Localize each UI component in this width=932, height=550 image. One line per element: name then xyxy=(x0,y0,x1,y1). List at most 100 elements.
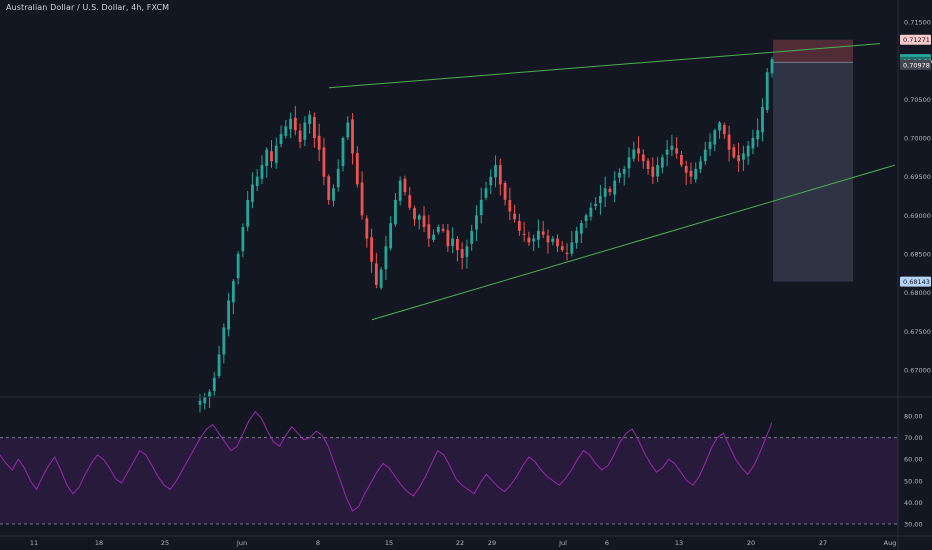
candle-body xyxy=(398,180,402,201)
candle-body xyxy=(403,178,407,193)
candle-body xyxy=(656,165,659,177)
candle-body xyxy=(751,138,755,149)
candle-body xyxy=(570,242,574,254)
candle-body xyxy=(722,125,726,135)
candle-body xyxy=(408,195,412,208)
candle-body xyxy=(565,252,569,254)
take-profit-zone xyxy=(773,62,853,282)
price-tick-label: 0.70500 xyxy=(904,96,931,104)
candle-body xyxy=(313,117,316,138)
candle-body xyxy=(532,238,536,242)
candle-body xyxy=(575,230,578,243)
stop-loss-zone xyxy=(773,39,853,63)
price-tag-target-label: 0.68143 xyxy=(903,278,930,286)
candle-body xyxy=(680,155,683,166)
candle-body xyxy=(641,154,645,162)
candle-body xyxy=(355,152,359,185)
rsi-line xyxy=(0,410,773,512)
candle-body xyxy=(427,224,431,239)
candle-body xyxy=(579,223,583,234)
time-tick-label: 8 xyxy=(316,539,320,547)
candle-body xyxy=(527,237,531,243)
candle-body xyxy=(484,188,488,198)
candle-body xyxy=(456,239,459,251)
candle-body xyxy=(217,354,221,376)
price-tag-stop xyxy=(900,34,931,45)
candle-body xyxy=(327,176,331,200)
price-tick-label: 0.68500 xyxy=(904,251,931,259)
candle-body xyxy=(637,148,640,154)
candle-body xyxy=(241,226,245,252)
candle-body xyxy=(293,117,297,131)
price-tick-label: 0.71500 xyxy=(904,19,931,27)
candle-body xyxy=(632,149,636,159)
candle-body xyxy=(236,254,240,279)
candle-body xyxy=(422,215,426,227)
price-tick-label: 0.68000 xyxy=(904,289,931,297)
rsi-tick-label: 60.00 xyxy=(904,456,923,464)
rsi-tick-label: 50.00 xyxy=(904,477,923,485)
rsi-band xyxy=(0,437,898,524)
candle-body xyxy=(360,182,364,216)
candle-body xyxy=(413,208,416,220)
candle-body xyxy=(227,300,230,330)
time-tick-label: 20 xyxy=(747,539,755,547)
candle-body xyxy=(670,145,674,150)
candle-body xyxy=(317,135,321,150)
candle-body xyxy=(713,130,717,145)
candle-body xyxy=(365,218,369,239)
candle-body xyxy=(594,203,598,207)
candle-body xyxy=(389,223,393,249)
candle-body xyxy=(279,134,283,145)
candle-body xyxy=(494,165,497,178)
candle-body xyxy=(756,130,760,140)
candle-body xyxy=(432,234,435,240)
candle-body xyxy=(703,149,707,162)
time-tick-label: 27 xyxy=(819,539,827,547)
candle-body xyxy=(198,400,202,405)
candle-body xyxy=(465,246,469,257)
candle-body xyxy=(589,207,593,217)
candle-body xyxy=(651,166,655,177)
candle-body xyxy=(742,153,745,160)
candle-body xyxy=(556,238,559,247)
time-tick-label: Aug xyxy=(884,539,897,547)
price-tick-label: 0.69000 xyxy=(904,212,931,220)
candle-body xyxy=(699,161,702,170)
time-tick-label: 22 xyxy=(456,539,464,547)
candle-body xyxy=(394,199,397,225)
price-tick-label: 0.70000 xyxy=(904,135,931,143)
candle-body xyxy=(708,141,712,150)
candle-body xyxy=(251,184,254,202)
candle-body xyxy=(618,172,621,178)
price-tag-target xyxy=(900,276,931,287)
candle-body xyxy=(517,221,521,231)
candle-body xyxy=(560,246,564,251)
candle-body xyxy=(260,165,264,179)
candle-body xyxy=(222,327,226,355)
trendline-upper xyxy=(328,43,881,89)
candle-body xyxy=(336,168,340,188)
candle-body xyxy=(551,238,555,242)
candle-body xyxy=(308,114,312,124)
candle-body xyxy=(208,391,211,398)
price-tag-level xyxy=(900,59,931,70)
time-tick-label: 15 xyxy=(385,539,393,547)
candle-body xyxy=(646,160,650,169)
candle-body xyxy=(489,176,493,186)
candle-body xyxy=(599,196,602,203)
candle-body xyxy=(746,145,750,157)
chart-title: Australian Dollar / U.S. Dollar, 4h, FXC… xyxy=(6,3,170,12)
candle-body xyxy=(351,119,354,154)
candle-body xyxy=(255,176,259,187)
rsi-tick-label: 40.00 xyxy=(904,499,923,507)
candle-body xyxy=(684,165,688,173)
time-tick-label: 6 xyxy=(605,539,609,547)
candle-body xyxy=(546,235,550,243)
candle-body xyxy=(341,138,345,167)
rsi-tick-label: 30.00 xyxy=(904,521,923,529)
candle-body xyxy=(384,246,388,270)
candle-body xyxy=(498,165,502,185)
candle-body xyxy=(298,130,302,142)
